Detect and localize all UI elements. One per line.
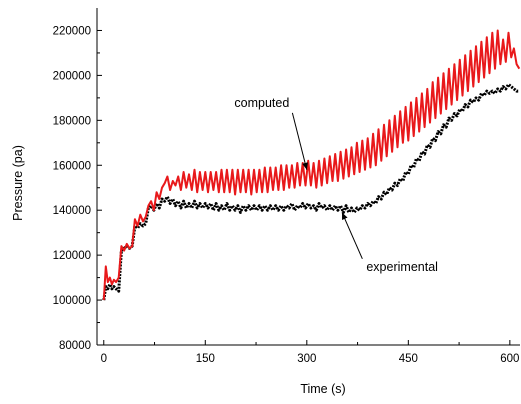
annotation-experimental: experimental [366,260,438,274]
x-tick-label: 150 [196,353,215,365]
series-computed-line [102,29,521,301]
y-tick-label: 80000 [59,340,91,352]
y-tick-label: 220000 [53,25,91,37]
annotation-computed: computed [234,96,289,110]
annotation-arrow [291,112,308,170]
annotation-arrow [341,212,363,260]
y-tick-label: 120000 [53,250,91,262]
y-tick-label: 160000 [53,160,91,172]
annotations: computed experimental [234,96,438,274]
x-tick-label: 450 [399,353,418,365]
y-tick-label: 200000 [53,70,91,82]
x-axis-title: Time (s) [300,382,345,396]
series-layer [102,29,521,301]
y-tick-label: 180000 [53,115,91,127]
x-tick-label: 600 [500,353,519,365]
y-tick-label: 140000 [53,205,91,217]
y-axis-title: Pressure (pa) [11,145,25,221]
x-tick-label: 300 [297,353,316,365]
y-axis-ticks: 80000 100000 120000 140000 160000 180000 20000… [53,25,102,352]
y-tick-label: 100000 [53,295,91,307]
x-axis-ticks: 0 150 300 450 600 [101,340,519,365]
x-tick-label: 0 [101,353,107,365]
series-experimental-line [102,82,520,301]
